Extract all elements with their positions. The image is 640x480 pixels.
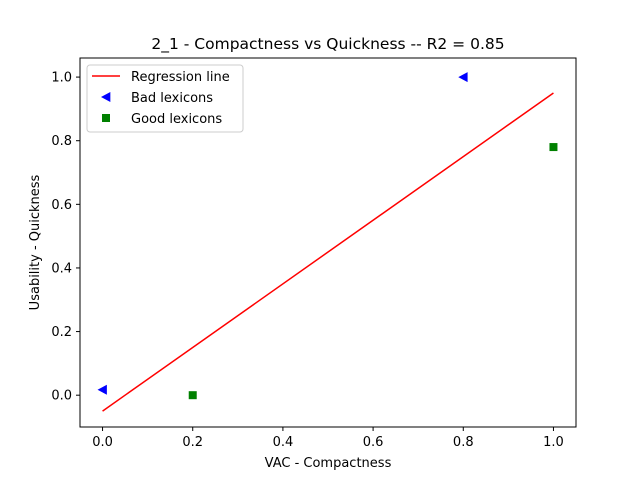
- legend-label-regression: Regression line: [131, 70, 230, 85]
- good-lexicon-point: [549, 143, 558, 152]
- regression-line: [102, 92, 554, 412]
- x-axis-label: VAC - Compactness: [265, 456, 392, 471]
- chart-title: 2_1 - Compactness vs Quickness -- R2 = 0…: [151, 35, 504, 54]
- x-tick-label: 0.8: [453, 435, 474, 450]
- y-tick-label: 0.6: [51, 198, 72, 213]
- legend-label-bad: Bad lexicons: [131, 91, 213, 106]
- legend-frame: [86, 64, 244, 133]
- legend-label-good: Good lexicons: [131, 112, 222, 127]
- legend: Regression line Bad lexicons Good lexico…: [86, 64, 244, 133]
- x-tick-label: 0.4: [273, 435, 294, 450]
- y-tick-label: 0.4: [51, 261, 72, 276]
- bad-lexicon-point: [97, 384, 107, 395]
- x-tick-label: 1.0: [543, 435, 564, 450]
- legend-good-marker: [102, 114, 110, 122]
- y-axis: 0.0 0.2 0.4 0.6 0.8 1.0: [51, 71, 80, 404]
- y-tick-label: 1.0: [51, 71, 72, 86]
- x-tick-label: 0.0: [92, 435, 113, 450]
- y-tick-label: 0.0: [51, 389, 72, 404]
- legend-bad-marker: [101, 92, 111, 102]
- y-axis-label: Usability - Quickness: [28, 174, 43, 310]
- bad-lexicon-point: [458, 72, 468, 83]
- good-lexicon-point: [188, 391, 197, 400]
- y-tick-label: 0.2: [51, 325, 72, 340]
- plot-area: [97, 72, 558, 412]
- x-tick-label: 0.6: [363, 435, 384, 450]
- axes-frame: [79, 57, 577, 428]
- x-axis: 0.0 0.2 0.4 0.6 0.8 1.0: [92, 427, 564, 450]
- y-tick-label: 0.8: [51, 134, 72, 149]
- x-tick-label: 0.2: [182, 435, 203, 450]
